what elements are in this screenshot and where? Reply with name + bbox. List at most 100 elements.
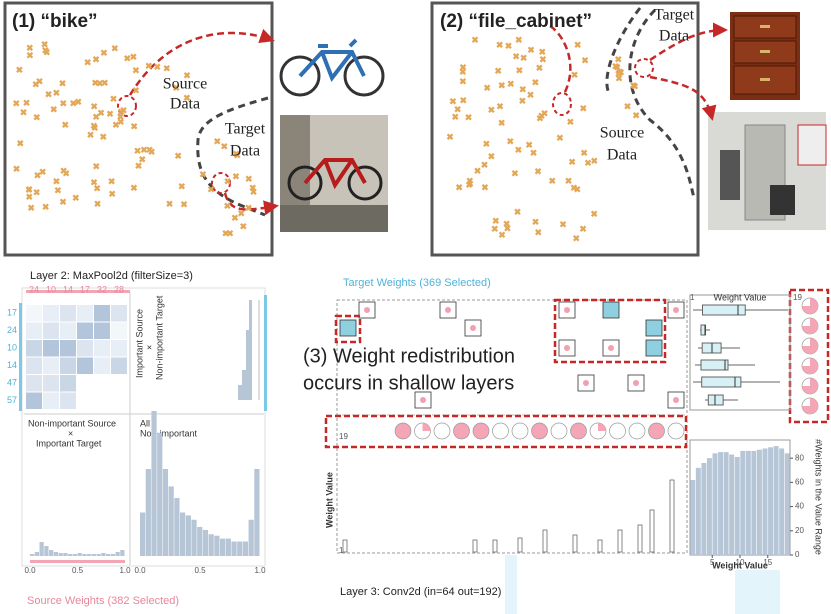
target-bar [264, 295, 267, 411]
mini-box [472, 539, 478, 553]
layer-title: Layer 2: MaxPool2d (filterSize=3) [30, 270, 193, 282]
scatter-point: ✖ [26, 43, 34, 53]
hist-bar [734, 456, 740, 555]
box [702, 304, 746, 316]
hist-bar [751, 450, 757, 555]
cell [26, 322, 42, 339]
scatter-point: ✖ [613, 62, 621, 72]
range-low: 1 [690, 293, 695, 302]
scatter-point: ✖ [530, 148, 538, 158]
scatter-point: ✖ [226, 228, 234, 238]
glyph [602, 301, 620, 319]
hist-bar [701, 463, 707, 555]
scatter-point: ✖ [130, 122, 138, 132]
box-frame [689, 294, 791, 411]
weight-circle [667, 422, 685, 440]
scatter-point: ✖ [93, 183, 101, 193]
hist-bar [231, 541, 237, 556]
scatter-point: ✖ [199, 169, 207, 179]
scatter-point: ✖ [87, 130, 95, 140]
mini-box [492, 539, 498, 553]
hist-bar [63, 553, 68, 556]
scatter-point: ✖ [570, 183, 578, 193]
cell [43, 392, 59, 409]
hist-bar [197, 527, 203, 556]
arrow [223, 192, 279, 216]
scatter-point: ✖ [459, 76, 467, 86]
hist-bar [756, 449, 762, 555]
weight-wedge [802, 338, 818, 354]
weight-wedge [802, 318, 818, 334]
cell [111, 322, 127, 339]
scatter-point: ✖ [534, 167, 542, 177]
x-tick-label: 0.0 [134, 566, 146, 575]
quadrant-label: Non-important Target [154, 295, 164, 380]
hist-bar [157, 432, 163, 556]
hist-bar [168, 486, 174, 556]
hist-bar [68, 554, 73, 556]
hist-bar [77, 553, 82, 556]
scatter-point: ✖ [111, 43, 119, 53]
scatter-point: ✖ [507, 79, 515, 89]
scatter-point: ✖ [507, 136, 515, 146]
scatter-point: ✖ [498, 230, 506, 240]
cell [77, 305, 93, 322]
cell [111, 340, 127, 357]
hist-bar [773, 446, 779, 555]
scatter-point: ✖ [92, 161, 100, 171]
scatter-point: ✖ [459, 67, 467, 77]
scatter-point: ✖ [614, 54, 622, 64]
cell [60, 322, 76, 339]
scatter-point: ✖ [130, 52, 138, 62]
scatter-point: ✖ [525, 140, 533, 150]
scatter-point: ✖ [498, 81, 506, 91]
target-label: Target [225, 121, 266, 138]
panel-frame [430, 1, 700, 257]
scatter-point: ✖ [173, 83, 181, 93]
scatter-point: ✖ [238, 209, 246, 219]
box [700, 359, 729, 371]
box-title: Weight Value [714, 292, 767, 302]
scatter-point: ✖ [515, 35, 523, 45]
hist-bar [248, 519, 254, 556]
scatter-point: ✖ [32, 80, 40, 90]
scatter-point: ✖ [449, 96, 457, 106]
scatter-point: ✖ [183, 93, 191, 103]
weight-circle [433, 422, 451, 440]
hist-bar [706, 458, 712, 555]
scatter-point: ✖ [174, 151, 182, 161]
hist-bar [72, 554, 77, 556]
glyph [645, 339, 663, 357]
scatter-point: ✖ [207, 185, 215, 195]
link-band [505, 555, 517, 614]
scatter-point: ✖ [16, 65, 24, 75]
x-tick-label: 1.0 [119, 566, 131, 575]
scatter-point: ✖ [232, 172, 240, 182]
scatter-point: ✖ [34, 170, 42, 180]
y-tick-label: 60 [795, 477, 804, 486]
scatter-point: ✖ [33, 113, 41, 123]
scatter-point: ✖ [527, 45, 535, 55]
cell [111, 357, 127, 374]
bike-photo [275, 22, 390, 107]
hist-bar [729, 454, 735, 555]
target-label: Target [654, 7, 695, 24]
scatter-point: ✖ [140, 145, 148, 155]
hist-bar [101, 553, 106, 556]
scatter-point: ✖ [519, 96, 527, 106]
scatter-point: ✖ [43, 48, 51, 58]
mini-box [637, 524, 643, 553]
source-bar [30, 560, 125, 563]
scatter-point: ✖ [180, 199, 188, 209]
scatter-point: ✖ [117, 117, 125, 127]
weight-circle [472, 422, 490, 440]
scatter-point: ✖ [515, 145, 523, 155]
cell-grid [26, 305, 127, 409]
x-tick-label: 0.0 [24, 566, 36, 575]
hist-bar [106, 554, 111, 556]
hist-bar [174, 498, 180, 556]
weight-circle [609, 422, 626, 440]
scatter-point: ✖ [536, 63, 544, 73]
scatter-point: ✖ [25, 184, 33, 194]
scatter-point: ✖ [25, 185, 33, 195]
